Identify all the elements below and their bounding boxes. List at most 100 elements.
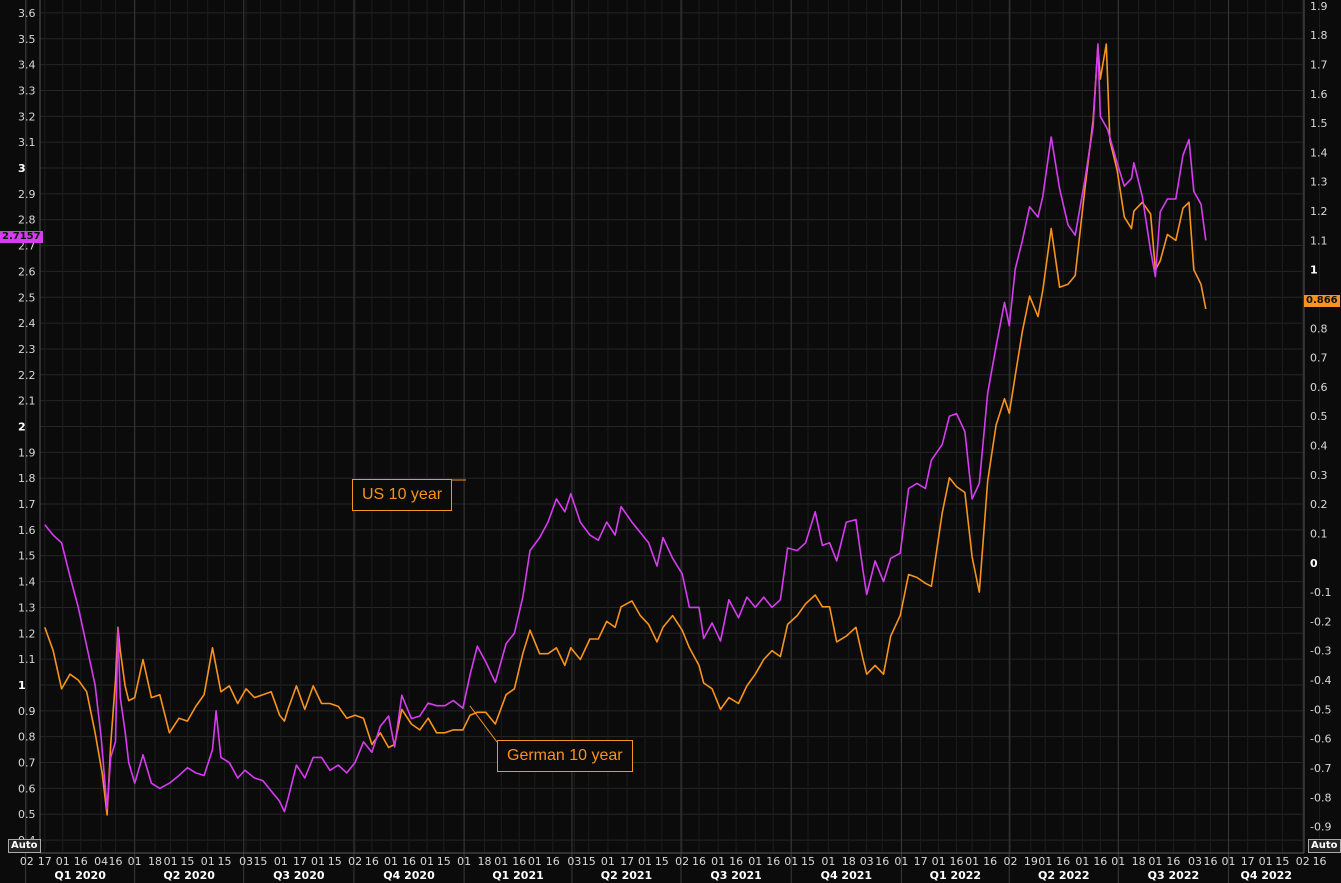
x-day-tick-label: 17: [1241, 855, 1255, 868]
left-y-tick-label: 0.8: [18, 731, 36, 744]
right-y-axis: -0.9 -0.8 -0.7 -0.6 -0.5 -0.4 -0.3 -0.2 -0.1 0 0.1…: [1303, 0, 1331, 853]
left-y-tick-label: 3: [18, 162, 26, 175]
left-y-tick-label: 0.7: [18, 757, 36, 770]
left-y-tick-label: 0.6: [18, 782, 36, 795]
left-auto-scale-button[interactable]: Auto: [8, 839, 41, 853]
x-day-tick-label: 15: [218, 855, 232, 868]
x-quarter-label: Q1 2022: [930, 869, 981, 882]
x-day-tick-label: 03: [1188, 855, 1202, 868]
left-y-tick-label: 3.2: [18, 110, 36, 123]
left-y-tick-label: 1.2: [18, 627, 36, 640]
x-day-tick-label: 01: [638, 855, 652, 868]
x-day-tick-label: 15: [655, 855, 669, 868]
x-day-tick-label: 01: [311, 855, 325, 868]
left-y-tick-label: 3.3: [18, 84, 36, 97]
x-day-tick-label: 01: [384, 855, 398, 868]
x-day-tick-label: 16: [766, 855, 780, 868]
x-day-tick-label: 16: [402, 855, 416, 868]
right-y-tick-label: 0.1: [1310, 527, 1328, 540]
x-day-tick-label: 04: [94, 855, 108, 868]
right-y-tick-label: -0.1: [1310, 586, 1331, 599]
x-day-tick-label: 16: [1204, 855, 1218, 868]
x-quarter-label: Q2 2021: [601, 869, 652, 882]
x-day-tick-label: 16: [512, 855, 526, 868]
left-y-tick-label: 2.6: [18, 265, 36, 278]
german-10-year-callout[interactable]: German 10 year: [497, 740, 633, 772]
right-y-tick-label: 0.4: [1310, 440, 1328, 453]
x-day-tick-label: 01: [274, 855, 288, 868]
x-quarter-label: Q4 2021: [821, 869, 872, 882]
x-day-tick-label: 01: [494, 855, 508, 868]
left-y-tick-label: 3.6: [18, 7, 36, 20]
left-y-tick-label: 3.5: [18, 33, 36, 46]
left-y-tick-label: 2.2: [18, 369, 36, 382]
x-day-tick-label: 16: [108, 855, 122, 868]
right-y-tick-label: 1: [1310, 264, 1318, 277]
x-day-tick-label: 16: [729, 855, 743, 868]
x-quarter-label: Q3 2021: [710, 869, 761, 882]
x-day-tick-label: 03: [567, 855, 581, 868]
x-day-tick-label: 01: [201, 855, 215, 868]
x-day-tick-label: 01: [711, 855, 725, 868]
x-day-tick-label: 01: [164, 855, 178, 868]
x-day-tick-label: 01: [1259, 855, 1273, 868]
x-day-tick-label: 17: [914, 855, 928, 868]
right-y-tick-label: 0.3: [1310, 469, 1328, 482]
x-quarter-label: Q1 2020: [54, 869, 106, 882]
right-y-tick-label: 0: [1310, 557, 1318, 570]
x-day-tick-label: 16: [546, 855, 560, 868]
x-day-tick-label: 01: [932, 855, 946, 868]
grid-lines: [25, 0, 1321, 883]
left-y-tick-label: 1.8: [18, 472, 36, 485]
x-day-tick-label: 16: [1056, 855, 1070, 868]
x-day-tick-label: 16: [983, 855, 997, 868]
left-y-tick-label: 2.8: [18, 214, 36, 227]
left-y-tick-label: 2.3: [18, 343, 36, 356]
right-y-tick-label: 0.8: [1310, 322, 1328, 335]
x-day-tick-label: 16: [950, 855, 964, 868]
x-quarter-label: Q2 2022: [1038, 869, 1089, 882]
left-y-tick-label: 1.9: [18, 446, 36, 459]
us-last-value-badge: 2.7157: [0, 231, 43, 243]
x-day-tick-label: 01: [128, 855, 142, 868]
german-10-year-line: [44, 43, 1207, 816]
us-10-year-line: [44, 43, 1207, 813]
right-y-tick-label: 1.2: [1310, 205, 1328, 218]
right-y-tick-label: -0.6: [1310, 733, 1331, 746]
left-y-tick-label: 2: [18, 421, 26, 434]
right-y-tick-label: -0.9: [1310, 821, 1331, 834]
x-day-tick-label: 16: [875, 855, 889, 868]
x-day-tick-label: 03: [239, 855, 253, 868]
x-day-tick-label: 15: [180, 855, 194, 868]
x-day-tick-label: 15: [253, 855, 267, 868]
right-y-tick-label: 0.7: [1310, 352, 1328, 365]
x-day-tick-label: 01: [56, 855, 70, 868]
x-day-tick-label: 02: [348, 855, 362, 868]
x-day-tick-label: 03: [860, 855, 874, 868]
left-y-tick-label: 2.1: [18, 395, 36, 408]
x-day-tick-label: 15: [801, 855, 815, 868]
x-day-tick-label: 15: [582, 855, 596, 868]
left-y-tick-label: 2.9: [18, 188, 36, 201]
x-day-tick-label: 16: [1313, 855, 1327, 868]
right-auto-scale-button[interactable]: Auto: [1308, 839, 1341, 853]
x-day-tick-label: 16: [1166, 855, 1180, 868]
left-y-tick-label: 0.5: [18, 808, 36, 821]
x-day-tick-label: 17: [620, 855, 634, 868]
left-y-tick-label: 1.3: [18, 601, 36, 614]
x-day-tick-label: 18: [477, 855, 491, 868]
us-10-year-callout[interactable]: US 10 year: [352, 479, 453, 511]
left-y-tick-label: 1.5: [18, 550, 36, 563]
left-y-tick-label: 1.4: [18, 576, 36, 589]
left-y-tick-label: 3.4: [18, 59, 36, 72]
x-day-tick-label: 16: [1093, 855, 1107, 868]
series-layer: [44, 43, 1207, 816]
x-day-tick-label: 02: [20, 855, 34, 868]
german-last-value-badge: 0.866: [1304, 295, 1340, 307]
x-day-tick-label: 18: [1132, 855, 1146, 868]
x-day-tick-label: 15: [437, 855, 451, 868]
x-day-tick-label: 01: [601, 855, 615, 868]
x-day-tick-label: 02: [1003, 855, 1017, 868]
